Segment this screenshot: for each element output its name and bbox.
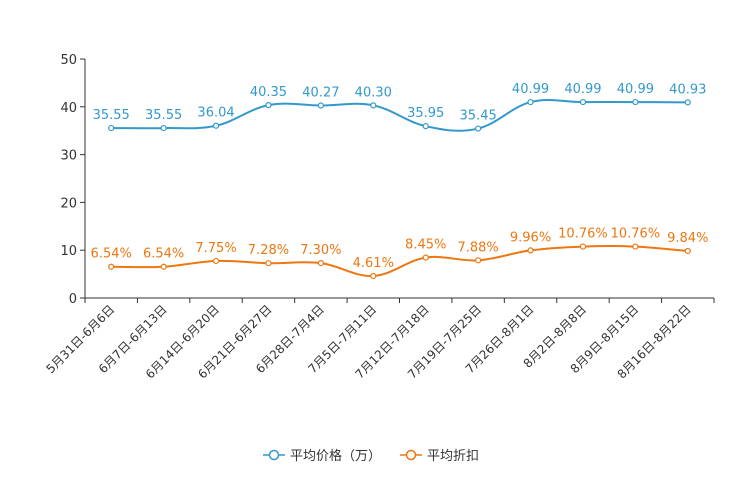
data-label: 9.96% [510,230,551,245]
data-label: 40.99 [617,82,654,97]
data-label: 35.95 [407,106,444,121]
data-point[interactable] [265,102,272,109]
data-point[interactable] [422,123,429,130]
y-tick-label: 0 [69,292,77,307]
data-label: 8.45% [405,238,446,253]
data-label: 10.76% [611,227,661,242]
legend-label: 平均折扣 [427,449,479,464]
data-point[interactable] [684,99,691,106]
series-line-0 [111,98,688,132]
data-label: 40.93 [669,82,706,97]
y-tick-label: 50 [60,53,77,68]
legend-marker [268,449,280,461]
data-point[interactable] [422,254,429,261]
data-point[interactable] [632,243,639,250]
data-label: 35.55 [145,108,182,123]
y-tick-label: 20 [60,196,77,211]
data-label: 6.54% [91,247,132,262]
data-point[interactable] [160,263,167,270]
data-labels: 35.55 35.55 36.04 40.35 40.27 40.30 35.95 35.45… [91,82,709,271]
data-label: 9.84% [667,231,708,246]
data-point[interactable] [475,257,482,264]
y-tick-label: 30 [60,149,77,164]
data-point[interactable] [684,247,691,255]
data-point[interactable] [108,263,115,270]
data-label: 7.30% [300,243,341,258]
data-label: 7.88% [457,240,498,255]
data-point[interactable] [108,124,115,132]
data-point[interactable] [632,98,639,106]
data-point[interactable] [579,243,587,250]
data-label: 40.27 [302,86,339,101]
data-point[interactable] [212,257,220,265]
data-label: 7.75% [195,241,236,256]
legend-marker [405,449,417,461]
series-line-1 [111,245,688,277]
data-label: 36.04 [197,106,234,121]
y-tick-label: 10 [60,244,77,259]
data-label: 7.28% [248,243,289,258]
legend-item-1[interactable]: 平均折扣 [400,449,479,464]
data-point[interactable] [265,260,272,267]
data-point[interactable] [370,272,377,280]
data-label: 6.54% [143,247,184,262]
data-label: 40.35 [250,85,287,100]
data-label: 4.61% [353,256,394,271]
legend-item-0[interactable]: 平均价格（万） [263,448,381,464]
data-point[interactable] [527,98,534,106]
data-point[interactable] [370,102,377,109]
data-label: 40.30 [355,85,392,100]
data-point[interactable] [212,122,220,129]
data-point[interactable] [317,102,324,109]
legend[interactable]: 平均价格（万） 平均折扣 [263,448,479,464]
data-point[interactable] [317,260,324,267]
data-point[interactable] [527,247,534,254]
series-lines [108,98,691,280]
data-label: 10.76% [558,227,608,242]
data-label: 40.99 [512,82,549,97]
data-label: 35.45 [460,109,497,124]
y-tick-label: 40 [60,101,77,116]
data-point[interactable] [160,124,167,132]
data-point[interactable] [579,98,587,106]
data-label: 35.55 [93,108,130,123]
data-label: 40.99 [564,82,601,97]
data-point[interactable] [475,125,482,132]
legend-label: 平均价格（万） [290,448,381,464]
